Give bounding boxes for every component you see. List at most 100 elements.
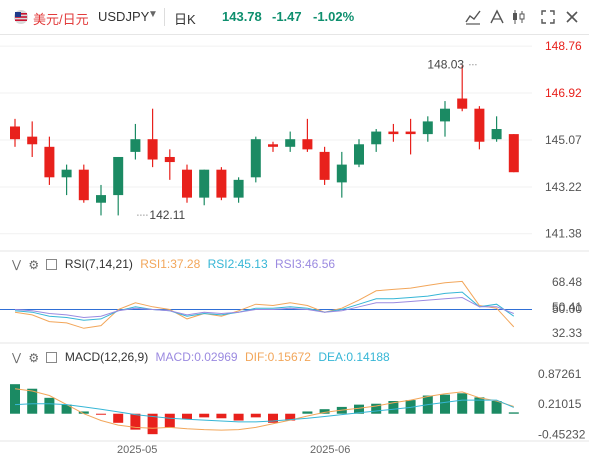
y-tick-label: 141.38 bbox=[545, 227, 582, 241]
settings-icon[interactable]: ⚙ bbox=[28, 350, 40, 365]
collapse-icon[interactable]: ⋁ bbox=[12, 259, 22, 272]
candle-body bbox=[491, 129, 502, 140]
rsi1-value: RSI1:37.28 bbox=[140, 257, 201, 271]
macd-line-dif bbox=[14, 388, 514, 431]
candle-body bbox=[474, 108, 485, 142]
candle-body bbox=[457, 98, 468, 109]
rsi3-value: RSI3:46.56 bbox=[275, 257, 336, 271]
y-tick-label: 145.07 bbox=[545, 133, 582, 147]
high-label: 148.03 bbox=[427, 58, 464, 72]
candle-body bbox=[130, 139, 141, 152]
macd-bar bbox=[96, 413, 106, 415]
candle-body bbox=[422, 121, 433, 135]
rsi-line-rsi2 bbox=[14, 291, 515, 321]
rsi-y-tick-label: 50.00 bbox=[552, 302, 582, 316]
candle-body bbox=[250, 139, 261, 178]
macd-y-tick-label: 0.21015 bbox=[538, 397, 582, 411]
candle-body bbox=[96, 195, 106, 203]
y-tick-label: 146.92 bbox=[545, 86, 582, 100]
macd-bar bbox=[113, 413, 124, 423]
rsi2-value: RSI2:45.13 bbox=[207, 257, 268, 271]
candle-body bbox=[440, 108, 450, 122]
macd-bar bbox=[216, 413, 227, 419]
macd-bar bbox=[440, 394, 450, 414]
chart-type-button[interactable] bbox=[462, 6, 484, 28]
macd-bar bbox=[182, 413, 192, 420]
symbol-dropdown-icon[interactable]: ▼ bbox=[148, 9, 158, 20]
rsi-line-rsi1 bbox=[14, 280, 515, 329]
candle-style-button[interactable] bbox=[508, 6, 530, 28]
candle-body bbox=[268, 144, 278, 147]
divider bbox=[164, 8, 165, 26]
visibility-icon[interactable] bbox=[46, 352, 58, 364]
candle-body bbox=[78, 169, 89, 201]
macd-bar bbox=[250, 413, 261, 418]
settings-icon[interactable]: ⚙ bbox=[28, 257, 40, 272]
macd-bar bbox=[147, 413, 158, 435]
price-change: -1.47 bbox=[272, 9, 302, 24]
macd-line-dea bbox=[14, 399, 514, 423]
indicator-icon bbox=[490, 9, 504, 24]
chart-type-icon bbox=[465, 10, 481, 25]
last-price: 143.78 bbox=[222, 9, 262, 24]
macd-bar bbox=[371, 403, 382, 414]
rsi-y-tick-label: 32.33 bbox=[552, 326, 582, 340]
close-icon bbox=[566, 11, 578, 23]
symbol-cn[interactable]: 美元/日元 bbox=[33, 12, 89, 27]
close-button[interactable] bbox=[561, 6, 583, 28]
candle-body bbox=[354, 144, 364, 165]
macd-bar bbox=[10, 384, 20, 414]
fullscreen-button[interactable] bbox=[537, 6, 559, 28]
x-tick-label: 2025-06 bbox=[310, 444, 350, 456]
candle-body bbox=[27, 136, 38, 145]
macd-bar bbox=[474, 397, 485, 414]
candle-body bbox=[216, 169, 227, 198]
candle-body bbox=[147, 139, 158, 160]
rsi-y-tick-label: 50.41 bbox=[552, 300, 582, 314]
macd-bar bbox=[61, 404, 72, 414]
macd-bar bbox=[233, 413, 244, 421]
chart-header: 美元/日元 USDJPY ▼ 日K 143.78 -1.47 -1.02% bbox=[0, 0, 589, 35]
rsi-name: RSI(7,14,21) bbox=[64, 257, 133, 271]
rsi-line-rsi3 bbox=[14, 296, 514, 319]
price-change-pct: -1.02% bbox=[313, 9, 355, 24]
period-selector[interactable]: 日K bbox=[174, 12, 196, 27]
macd-bar bbox=[388, 401, 399, 414]
candle-body bbox=[113, 156, 124, 196]
rsi-y-tick-label: 68.48 bbox=[552, 275, 582, 289]
candle-body bbox=[302, 139, 313, 150]
symbol[interactable]: USDJPY bbox=[98, 9, 150, 24]
candle-body bbox=[61, 169, 72, 178]
candle-body bbox=[10, 126, 20, 140]
macd-bar bbox=[130, 413, 141, 430]
macd-bar bbox=[44, 397, 55, 414]
macd-bar bbox=[302, 411, 313, 414]
rsi-legend: ⋁ ⚙ RSI(7,14,21) RSI1:37.28 RSI2:45.13 R… bbox=[12, 257, 335, 272]
candle-body bbox=[199, 169, 210, 198]
low-label: 142.11 bbox=[149, 208, 185, 222]
indicator-button[interactable] bbox=[486, 6, 508, 28]
candle-body bbox=[182, 169, 192, 198]
us-flag-icon bbox=[14, 10, 28, 24]
macd-y-tick-label: 0.87261 bbox=[538, 367, 582, 381]
candle-body bbox=[336, 164, 347, 183]
macd-bar bbox=[508, 412, 519, 414]
macd-bar bbox=[491, 401, 502, 414]
candle-body bbox=[164, 156, 175, 163]
macd-name: MACD(12,26,9) bbox=[64, 350, 149, 364]
macd-bar bbox=[78, 411, 89, 414]
macd-bar bbox=[457, 393, 468, 414]
macd-bar bbox=[354, 404, 364, 414]
visibility-icon[interactable] bbox=[46, 259, 58, 271]
candle-body bbox=[285, 139, 296, 147]
macd-bar bbox=[319, 409, 330, 414]
x-tick-label: 2025-05 bbox=[117, 444, 157, 456]
macd-bar bbox=[164, 413, 175, 428]
candle-body bbox=[233, 179, 244, 198]
macd-bar bbox=[27, 388, 38, 414]
candle-body bbox=[371, 131, 382, 145]
candle-body bbox=[508, 134, 519, 173]
collapse-icon[interactable]: ⋁ bbox=[12, 352, 22, 365]
macd-legend: ⋁ ⚙ MACD(12,26,9) MACD:0.02969 DIF:0.156… bbox=[12, 350, 390, 365]
